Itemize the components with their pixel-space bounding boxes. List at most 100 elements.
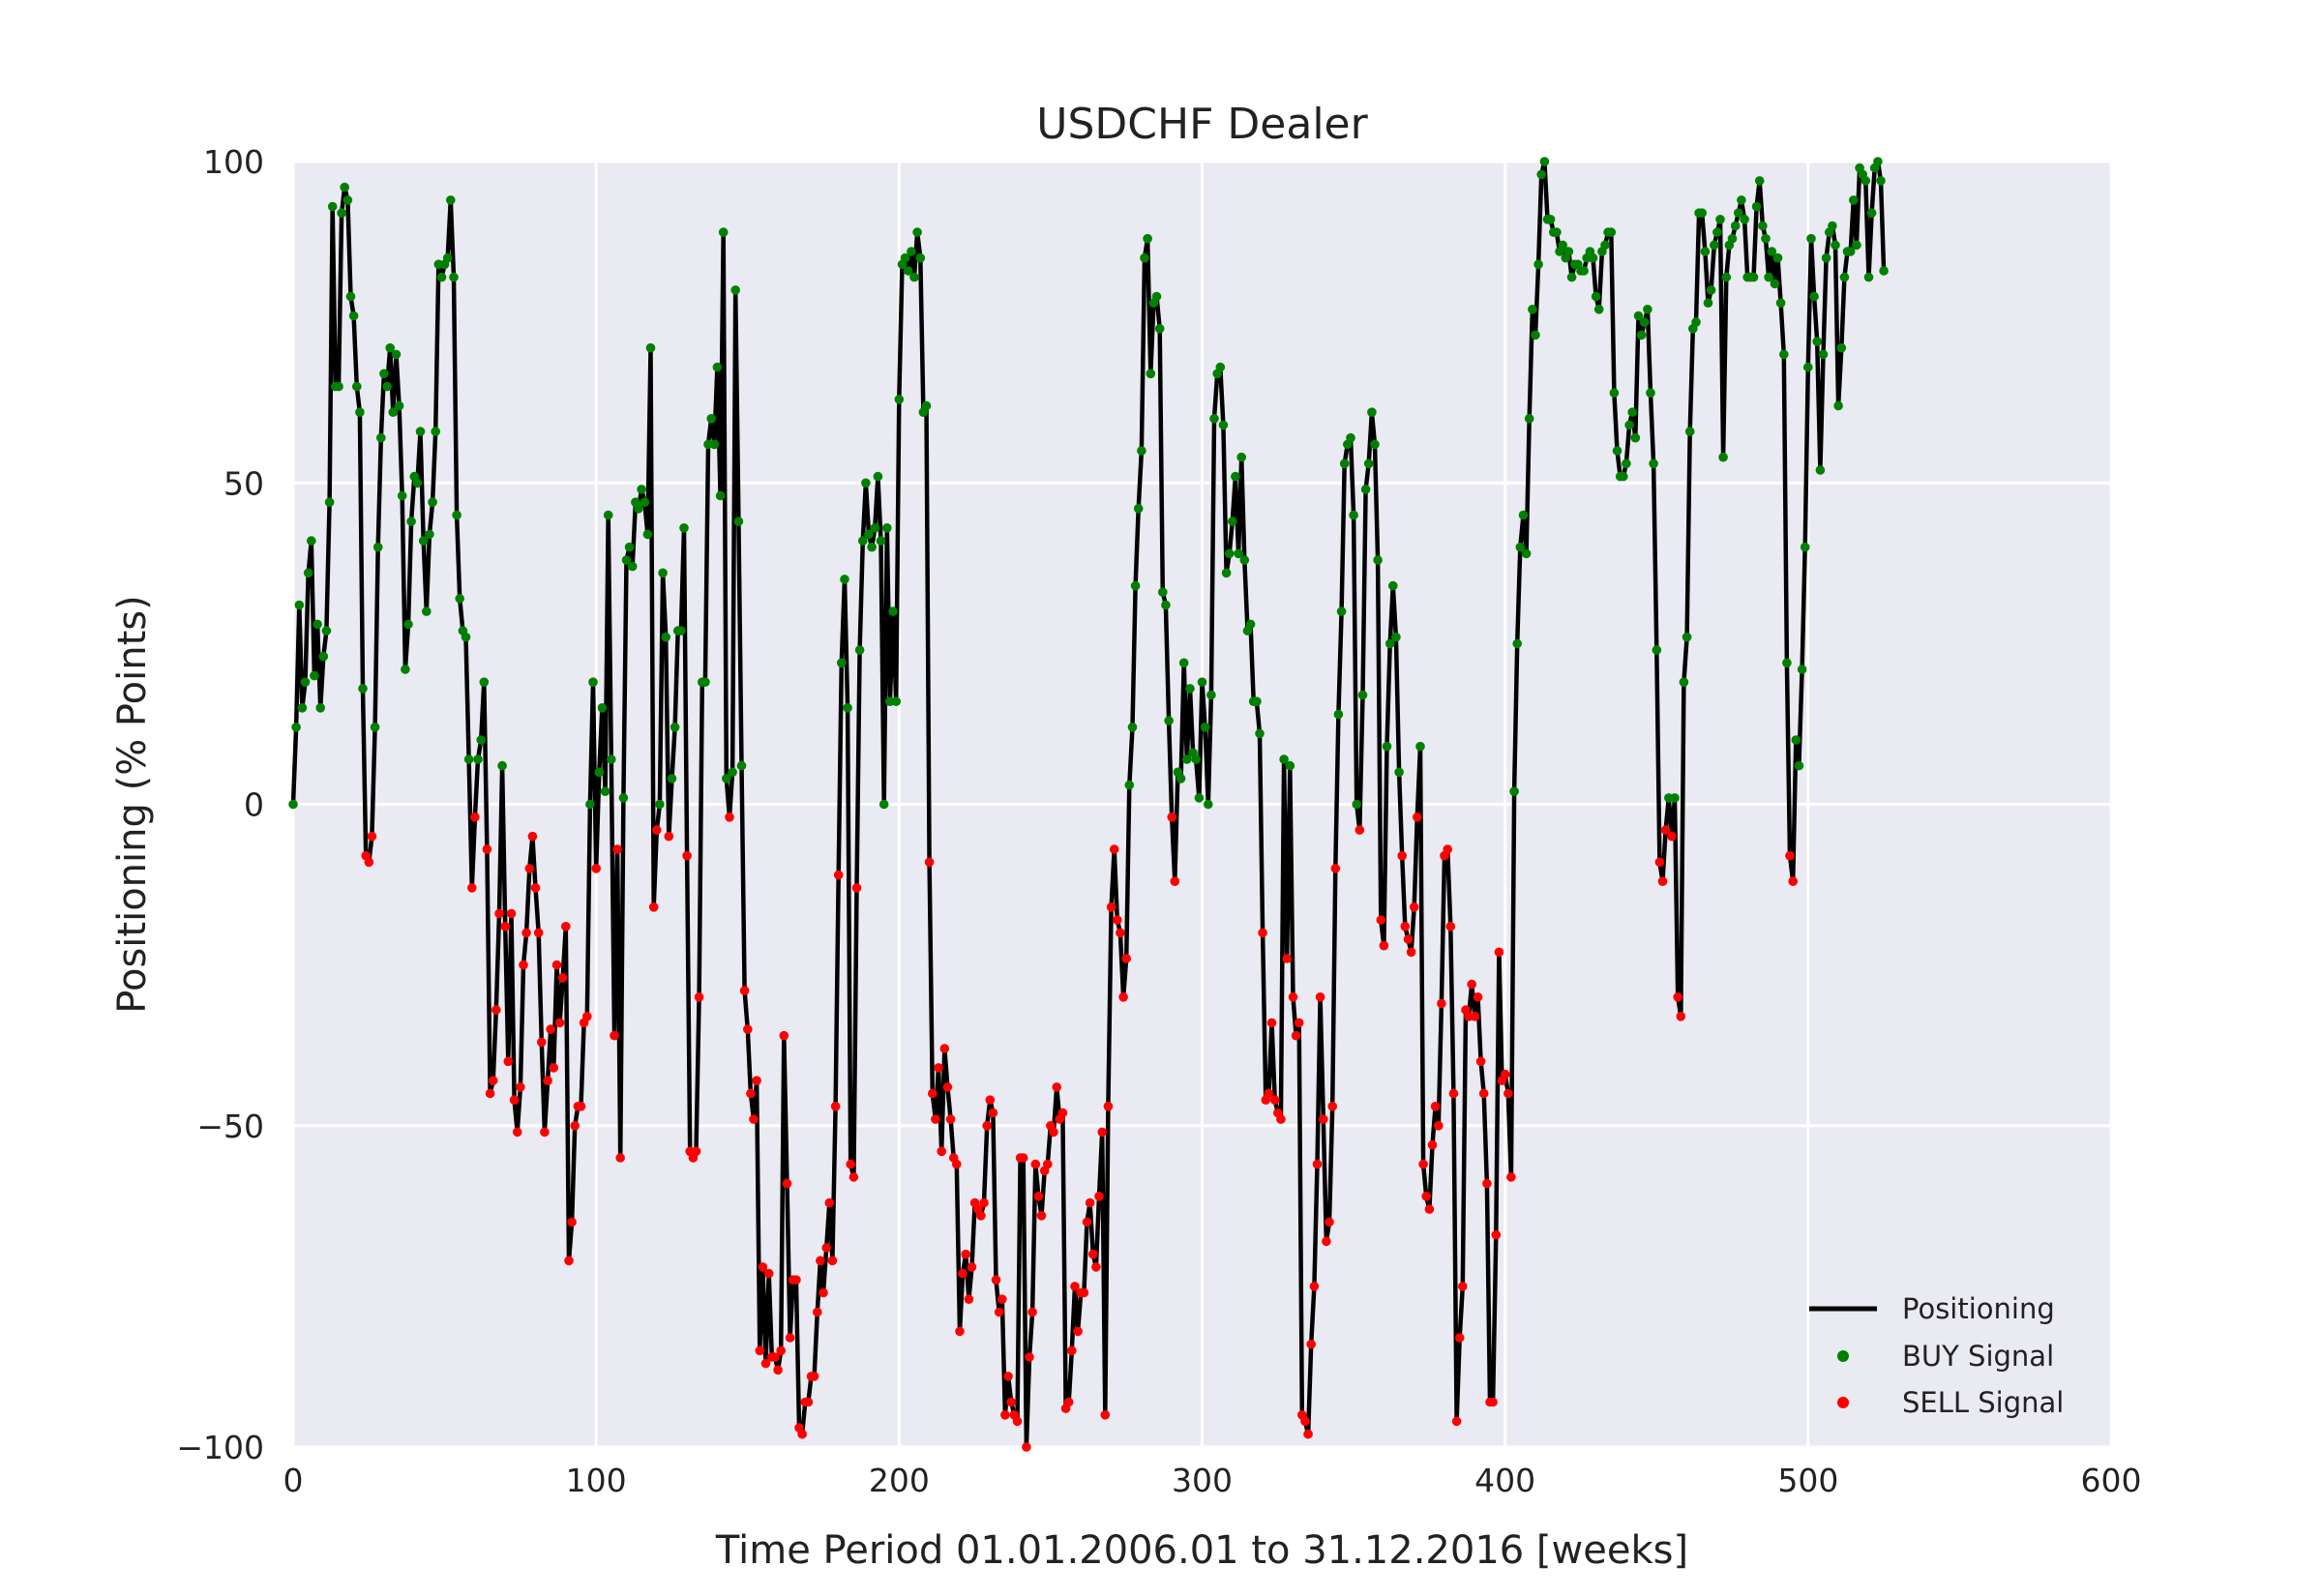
sell-signal-point: [1088, 1249, 1098, 1259]
sell-signal-point: [1006, 1397, 1016, 1407]
sell-signal-point: [1400, 922, 1411, 931]
sell-signal-point: [934, 1063, 943, 1073]
sell-signal-point: [564, 1256, 574, 1266]
sell-signal-point: [942, 1082, 953, 1092]
buy-signal-point: [1646, 388, 1655, 399]
buy-signal-point: [1394, 767, 1404, 778]
buy-signal-point: [840, 575, 849, 584]
buy-signal-point: [1845, 247, 1856, 256]
buy-signal-point: [882, 523, 892, 533]
buy-signal-point: [385, 342, 396, 353]
buy-signal-point: [1839, 272, 1850, 282]
buy-signal-point: [1552, 227, 1562, 237]
buy-signal-point: [1624, 420, 1634, 430]
sell-signal-point: [1033, 1192, 1044, 1201]
sell-signal-point: [694, 992, 704, 1002]
buy-signal-point: [1178, 658, 1189, 668]
buy-signal-point: [1852, 240, 1861, 251]
buy-signal-point: [1357, 690, 1368, 700]
sell-signal-point: [494, 908, 504, 919]
buy-signal-point: [1531, 330, 1540, 340]
sell-signal-point: [554, 1018, 565, 1028]
buy-signal-point: [1649, 458, 1658, 469]
buy-signal-point: [1803, 362, 1813, 372]
buy-signal-point: [1754, 176, 1765, 186]
sell-signal-point: [1418, 1159, 1428, 1169]
buy-signal-point: [291, 723, 301, 732]
buy-signal-point: [1236, 452, 1246, 462]
buy-signal-point: [1384, 638, 1395, 649]
sell-signal-point: [1454, 1333, 1465, 1343]
buy-signal-point: [1809, 291, 1819, 302]
sell-signal-point: [1116, 928, 1125, 938]
buy-signal-point: [1639, 317, 1650, 327]
sell-signal-point: [937, 1146, 946, 1157]
buy-signal-point: [1206, 690, 1216, 700]
sell-signal-point: [561, 922, 571, 931]
buy-signal-point: [1512, 638, 1522, 649]
sell-signal-point: [1409, 902, 1419, 912]
buy-signal-point: [1863, 272, 1874, 282]
sell-signal-point: [770, 1352, 780, 1362]
buy-signal-point: [1772, 252, 1783, 263]
buy-signal-point: [352, 381, 362, 392]
buy-signal-point: [418, 536, 429, 546]
buy-signal-point: [391, 349, 402, 360]
sell-signal-point: [1654, 857, 1665, 868]
sell-signal-point: [1451, 1416, 1462, 1427]
sell-signal-point: [827, 1256, 838, 1266]
sell-signal-point: [1434, 1121, 1444, 1131]
buy-signal-point: [712, 362, 723, 372]
sell-signal-point: [1276, 1114, 1286, 1124]
legend-positioning-label: Positioning: [1902, 1292, 2055, 1325]
buy-signal-point: [1137, 446, 1146, 456]
buy-signal-point: [618, 793, 629, 803]
buy-signal-point: [1612, 446, 1622, 456]
sell-signal-point: [773, 1365, 783, 1375]
sell-signal-point: [1170, 876, 1180, 886]
buy-signal-point: [645, 342, 656, 353]
buy-signal-point: [1285, 760, 1295, 771]
buy-signal-point: [1566, 272, 1577, 282]
buy-signal-point: [1143, 233, 1152, 244]
sell-signal-point: [1673, 992, 1682, 1002]
buy-signal-point: [455, 594, 465, 604]
buy-signal-point: [1779, 349, 1789, 360]
buy-signal-point: [1231, 471, 1240, 482]
buy-signal-point: [428, 497, 437, 507]
sell-signal-point: [1319, 1114, 1328, 1124]
sell-signal-point: [1100, 1410, 1111, 1420]
sell-signal-point: [1085, 1197, 1095, 1208]
buy-signal-point: [394, 400, 404, 411]
buy-signal-point: [894, 395, 905, 404]
buy-signal-point: [497, 760, 507, 771]
buy-signal-point: [1833, 400, 1843, 411]
buy-signal-point: [476, 735, 487, 745]
x-tick-label: 400: [1474, 1462, 1535, 1499]
sell-signal-point: [1379, 940, 1389, 951]
sell-signal-point: [803, 1397, 814, 1407]
buy-signal-point: [1339, 458, 1350, 469]
buy-signal-point: [700, 677, 710, 687]
buy-signal-point: [397, 490, 407, 501]
sell-signal-point: [610, 1030, 619, 1041]
sell-signal-point: [1294, 1018, 1304, 1028]
buy-signal-point: [422, 606, 432, 616]
buy-signal-point: [300, 677, 311, 687]
buy-signal-point: [345, 291, 356, 302]
sell-signal-point: [746, 1088, 756, 1099]
sell-signal-point: [524, 864, 535, 873]
x-axis-title: Time Period 01.01.2006.01 to 31.12.2016 …: [715, 1528, 1688, 1573]
sell-signal-point: [952, 1159, 962, 1169]
sell-signal-point: [1475, 1056, 1486, 1067]
buy-signal-point: [1515, 542, 1526, 552]
sell-signal-point: [1500, 1069, 1510, 1079]
y-tick-label: 50: [223, 464, 264, 502]
buy-signal-point: [1715, 215, 1725, 224]
sell-signal-point: [1103, 1102, 1114, 1111]
sell-signal-point: [958, 1268, 968, 1279]
buy-signal-point: [607, 754, 616, 764]
buy-signal-point: [340, 182, 350, 192]
buy-signal-point: [1509, 786, 1519, 796]
sell-signal-point: [549, 1063, 559, 1073]
